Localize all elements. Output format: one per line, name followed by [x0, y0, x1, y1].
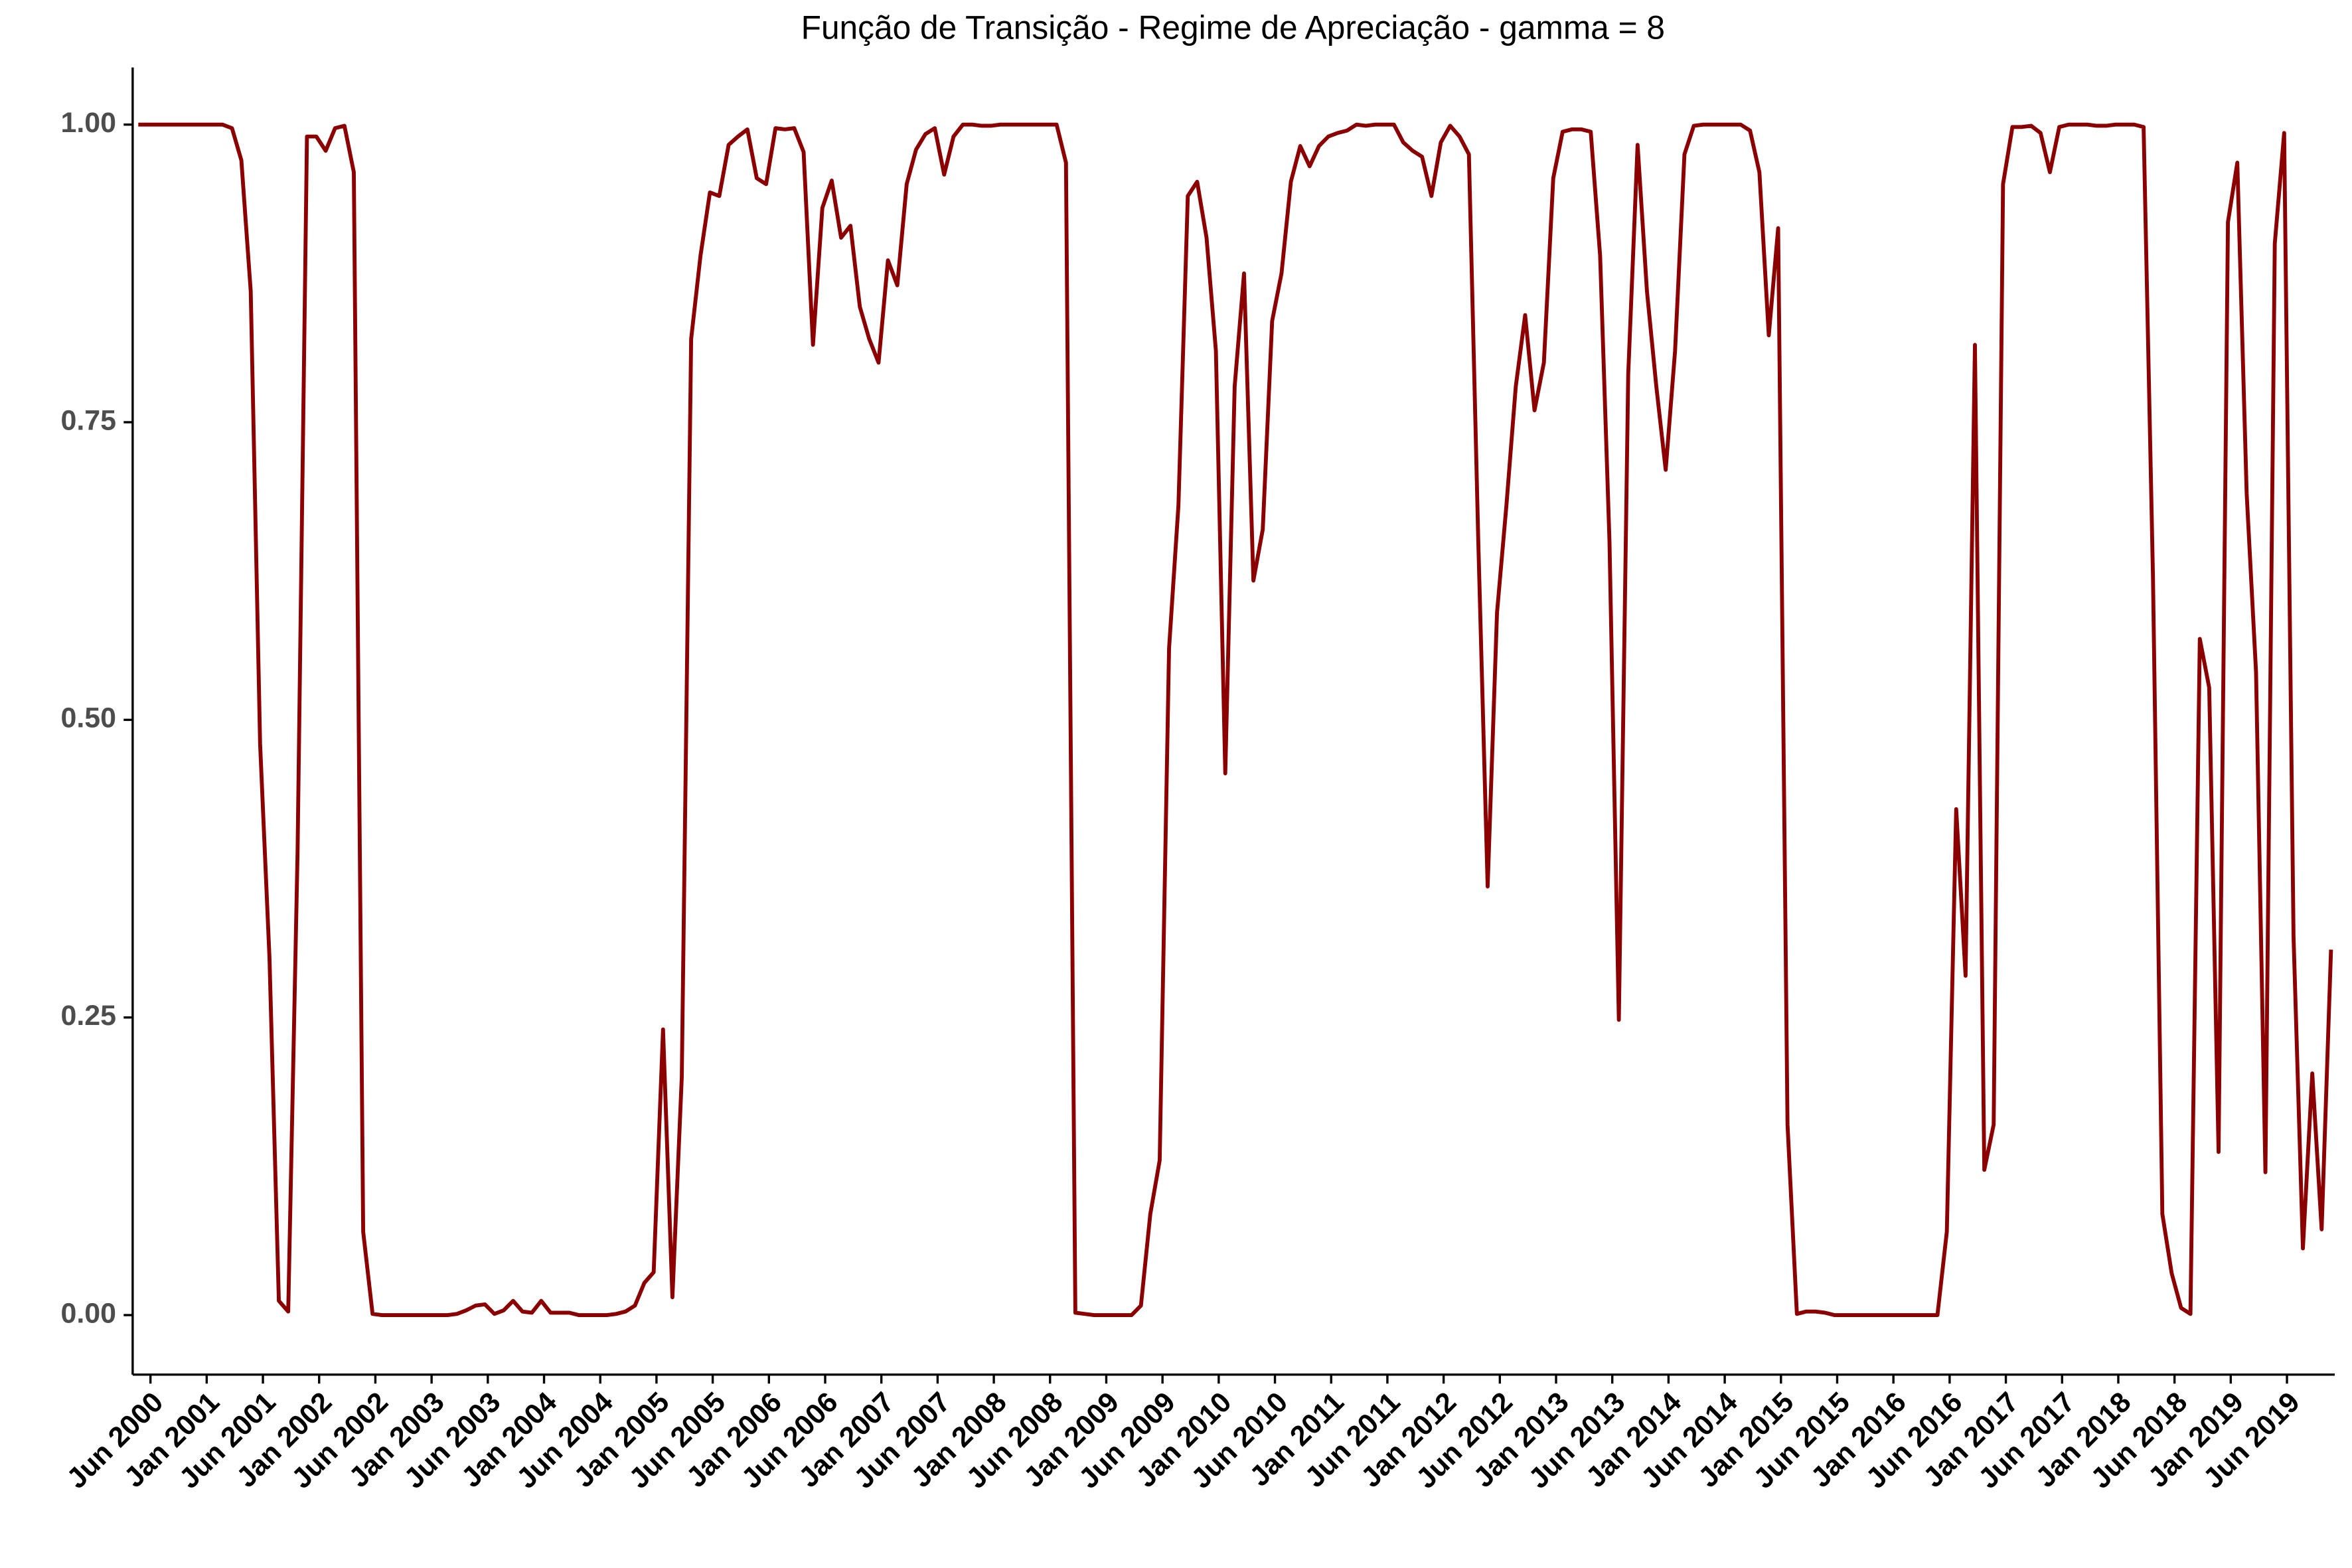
chart-title: Função de Transição - Regime de Apreciaç… [801, 9, 1665, 46]
series-line [138, 122, 2333, 1317]
y-tick-label: 0.00 [61, 1297, 116, 1329]
y-tick-label: 0.75 [61, 404, 116, 436]
y-tick-label: 0.25 [61, 1000, 116, 1032]
y-tick-label: 1.00 [61, 107, 116, 139]
y-tick-label: 0.50 [61, 702, 116, 734]
